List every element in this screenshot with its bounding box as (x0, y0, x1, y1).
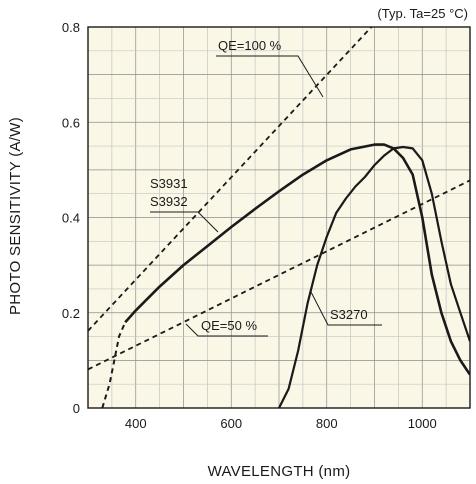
qe-50-label: QE=50 % (201, 318, 257, 333)
y-tick-label: 0.6 (62, 115, 80, 130)
y-tick-label: 0.4 (62, 211, 80, 226)
y-axis-label: PHOTO SENSITIVITY (A/W) (7, 117, 24, 315)
x-axis-label: WAVELENGTH (nm) (208, 463, 351, 480)
qe-50-leader (185, 323, 268, 337)
y-tick-label: 0.8 (62, 20, 80, 35)
conditions-note: (Typ. Ta=25 °C) (377, 6, 468, 21)
x-tick-label: 600 (220, 416, 242, 431)
reference-lines (88, 27, 470, 371)
qe-100-label: QE=100 % (218, 38, 282, 53)
grid (88, 27, 470, 408)
y-tick-label: 0 (73, 401, 80, 416)
qe-100-line (88, 27, 373, 332)
s3270-leader (309, 289, 382, 326)
s3931-label: S3931 (150, 176, 188, 191)
plot-frame (87, 26, 471, 409)
s3931-s3932-leader (150, 211, 219, 233)
s3270-label: S3270 (330, 307, 368, 322)
s3931-s3932-curve (124, 143, 470, 376)
x-tick-label: 800 (316, 416, 338, 431)
y-tick-label: 0.2 (62, 306, 80, 321)
x-tick-label: 1000 (408, 416, 437, 431)
annotations: QE=100 % QE=50 % S3931 S3932 S3270 (150, 38, 382, 337)
x-tick-labels: 400 600 800 1000 (125, 416, 437, 431)
qe-100-leader (216, 55, 324, 98)
qe-50-line (88, 179, 470, 371)
x-tick-label: 400 (125, 416, 147, 431)
s3932-label: S3932 (150, 194, 188, 209)
s3931-s3932-curve-uv-extension (101, 321, 127, 408)
y-tick-labels: 0 0.2 0.4 0.6 0.8 (62, 20, 80, 416)
